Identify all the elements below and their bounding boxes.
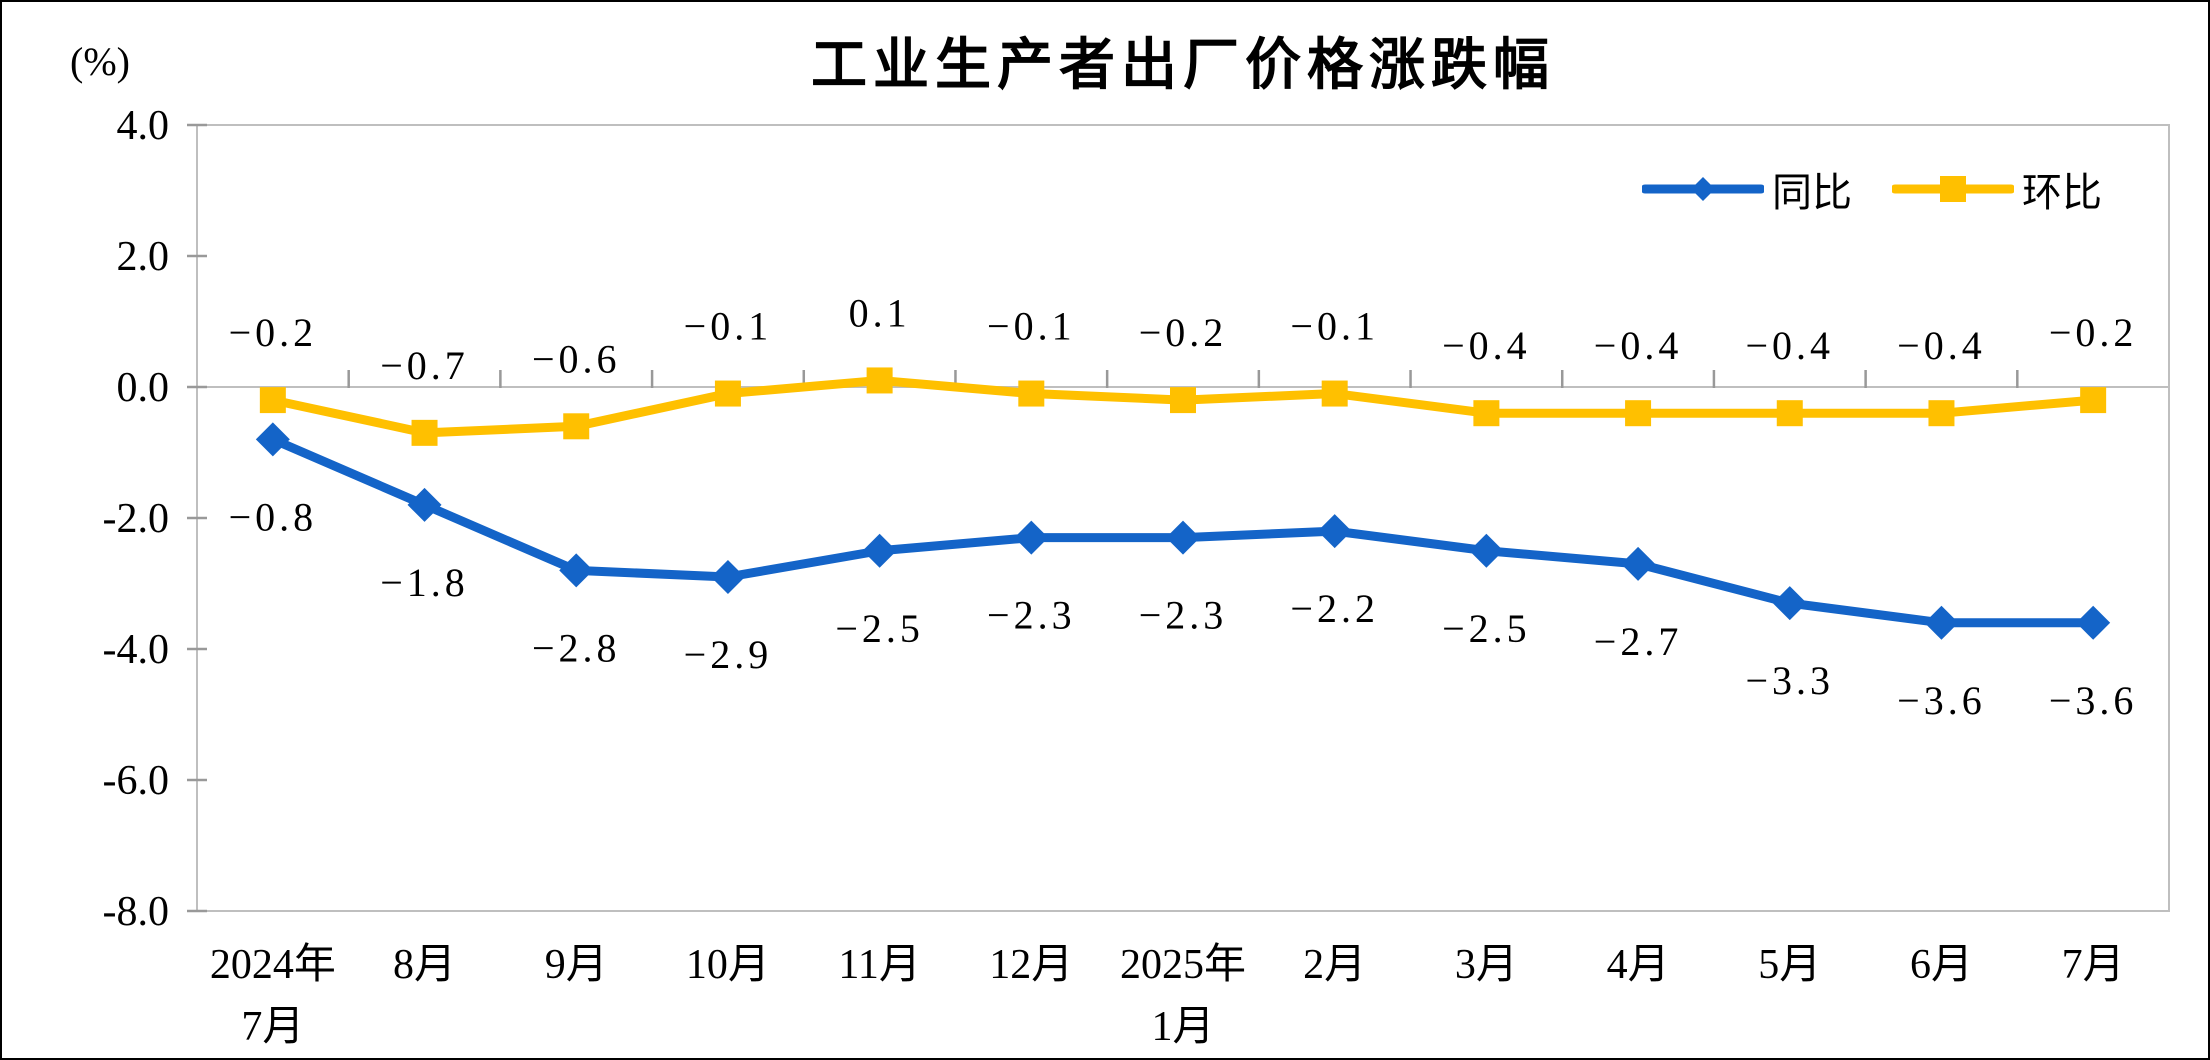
data-point-diamond <box>1924 605 1959 640</box>
legend-item-mom: 环比 <box>1892 160 2102 218</box>
data-point-square <box>1625 400 1652 427</box>
data-point-diamond <box>1469 533 1504 568</box>
data-label-1: −0.1 <box>987 304 1076 349</box>
data-label-1: −0.4 <box>1442 323 1531 368</box>
data-label-0: −2.5 <box>1442 606 1531 651</box>
x-tick-label: 2025年 <box>1120 941 1246 988</box>
data-label-0: −2.8 <box>532 625 621 670</box>
data-point-square <box>2080 387 2107 414</box>
data-label-1: −0.4 <box>1897 323 1986 368</box>
data-label-1: −0.4 <box>1594 323 1683 368</box>
data-point-square <box>1473 400 1500 427</box>
data-label-0: −3.6 <box>1897 678 1986 723</box>
x-tick-label: 2月 <box>1303 942 1366 988</box>
x-tick-label: 12月 <box>989 942 1073 988</box>
data-point-diamond <box>1014 520 1049 555</box>
x-tick-label: 9月 <box>545 942 608 988</box>
yoy-line-marker-icon <box>1642 177 1764 201</box>
x-tick-label: 8月 <box>393 942 456 988</box>
y-tick-label: -6.0 <box>103 758 170 804</box>
data-label-0: −2.3 <box>987 593 1076 638</box>
data-point-diamond <box>1621 546 1656 581</box>
data-label-1: 0.1 <box>849 290 911 335</box>
data-point-diamond <box>1166 520 1200 555</box>
data-point-diamond <box>255 422 290 457</box>
data-label-1: −0.1 <box>1290 304 1379 349</box>
y-tick-label: -8.0 <box>103 889 170 935</box>
data-point-diamond <box>559 553 594 588</box>
data-point-diamond <box>1317 514 1352 549</box>
data-point-square <box>563 413 590 440</box>
data-label-1: −0.2 <box>1139 310 1228 355</box>
data-point-square <box>1170 387 1196 414</box>
data-point-square <box>1928 400 1955 427</box>
x-tick-label: 4月 <box>1607 942 1670 988</box>
chart-title: 工业生产者出厂价格涨跌幅 <box>811 33 1555 96</box>
x-tick-label: 6月 <box>1910 942 1973 988</box>
legend-item-yoy: 同比 <box>1642 160 1852 218</box>
data-label-0: −2.5 <box>835 606 924 651</box>
data-point-square <box>1776 400 1803 427</box>
y-tick-label: 0.0 <box>117 365 170 411</box>
x-tick-label: 7月 <box>241 1004 304 1050</box>
legend-label-yoy: 同比 <box>1772 171 1852 215</box>
data-label-0: −0.8 <box>229 494 318 539</box>
plot-border <box>196 124 2170 912</box>
data-point-square <box>259 387 286 414</box>
data-label-0: −2.7 <box>1594 619 1683 664</box>
legend: 同比 环比 <box>1642 160 2102 218</box>
x-tick-label: 10月 <box>686 942 770 988</box>
x-tick-label: 3月 <box>1455 942 1518 988</box>
data-label-1: −0.4 <box>1745 323 1834 368</box>
data-label-1: −0.2 <box>229 310 318 355</box>
data-point-diamond <box>407 487 442 522</box>
data-label-1: −0.7 <box>380 343 469 388</box>
data-label-0: −2.9 <box>684 632 773 677</box>
x-tick-label: 2024年 <box>210 941 336 988</box>
data-label-1: −0.1 <box>684 304 773 349</box>
data-point-square <box>714 380 741 407</box>
data-point-diamond <box>2076 605 2111 640</box>
data-label-0: −1.8 <box>380 560 469 605</box>
y-tick-label: -4.0 <box>103 627 170 673</box>
data-label-1: −0.6 <box>532 336 621 381</box>
x-tick-label: 5月 <box>1758 942 1821 988</box>
data-point-diamond <box>710 559 745 594</box>
data-label-0: −2.2 <box>1290 586 1379 631</box>
data-point-diamond <box>1772 586 1807 621</box>
data-point-square <box>411 419 438 446</box>
data-point-square <box>1321 380 1348 407</box>
data-label-0: −2.3 <box>1139 593 1228 638</box>
y-tick-label: 4.0 <box>117 103 170 149</box>
y-axis-unit-label: (%) <box>70 39 130 84</box>
y-tick-label: -2.0 <box>103 496 170 542</box>
data-point-diamond <box>862 533 897 568</box>
data-label-1: −0.2 <box>2049 310 2138 355</box>
x-tick-label: 7月 <box>2062 942 2125 988</box>
data-label-0: −3.6 <box>2049 678 2138 723</box>
data-point-square <box>1018 380 1045 407</box>
data-point-square <box>866 367 893 394</box>
data-label-0: −3.3 <box>1745 658 1834 703</box>
mom-line-marker-icon <box>1892 176 2014 202</box>
legend-label-mom: 环比 <box>2022 171 2102 215</box>
y-tick-label: 2.0 <box>117 234 170 280</box>
x-tick-label: 1月 <box>1151 1004 1214 1050</box>
x-tick-label: 11月 <box>838 942 920 988</box>
